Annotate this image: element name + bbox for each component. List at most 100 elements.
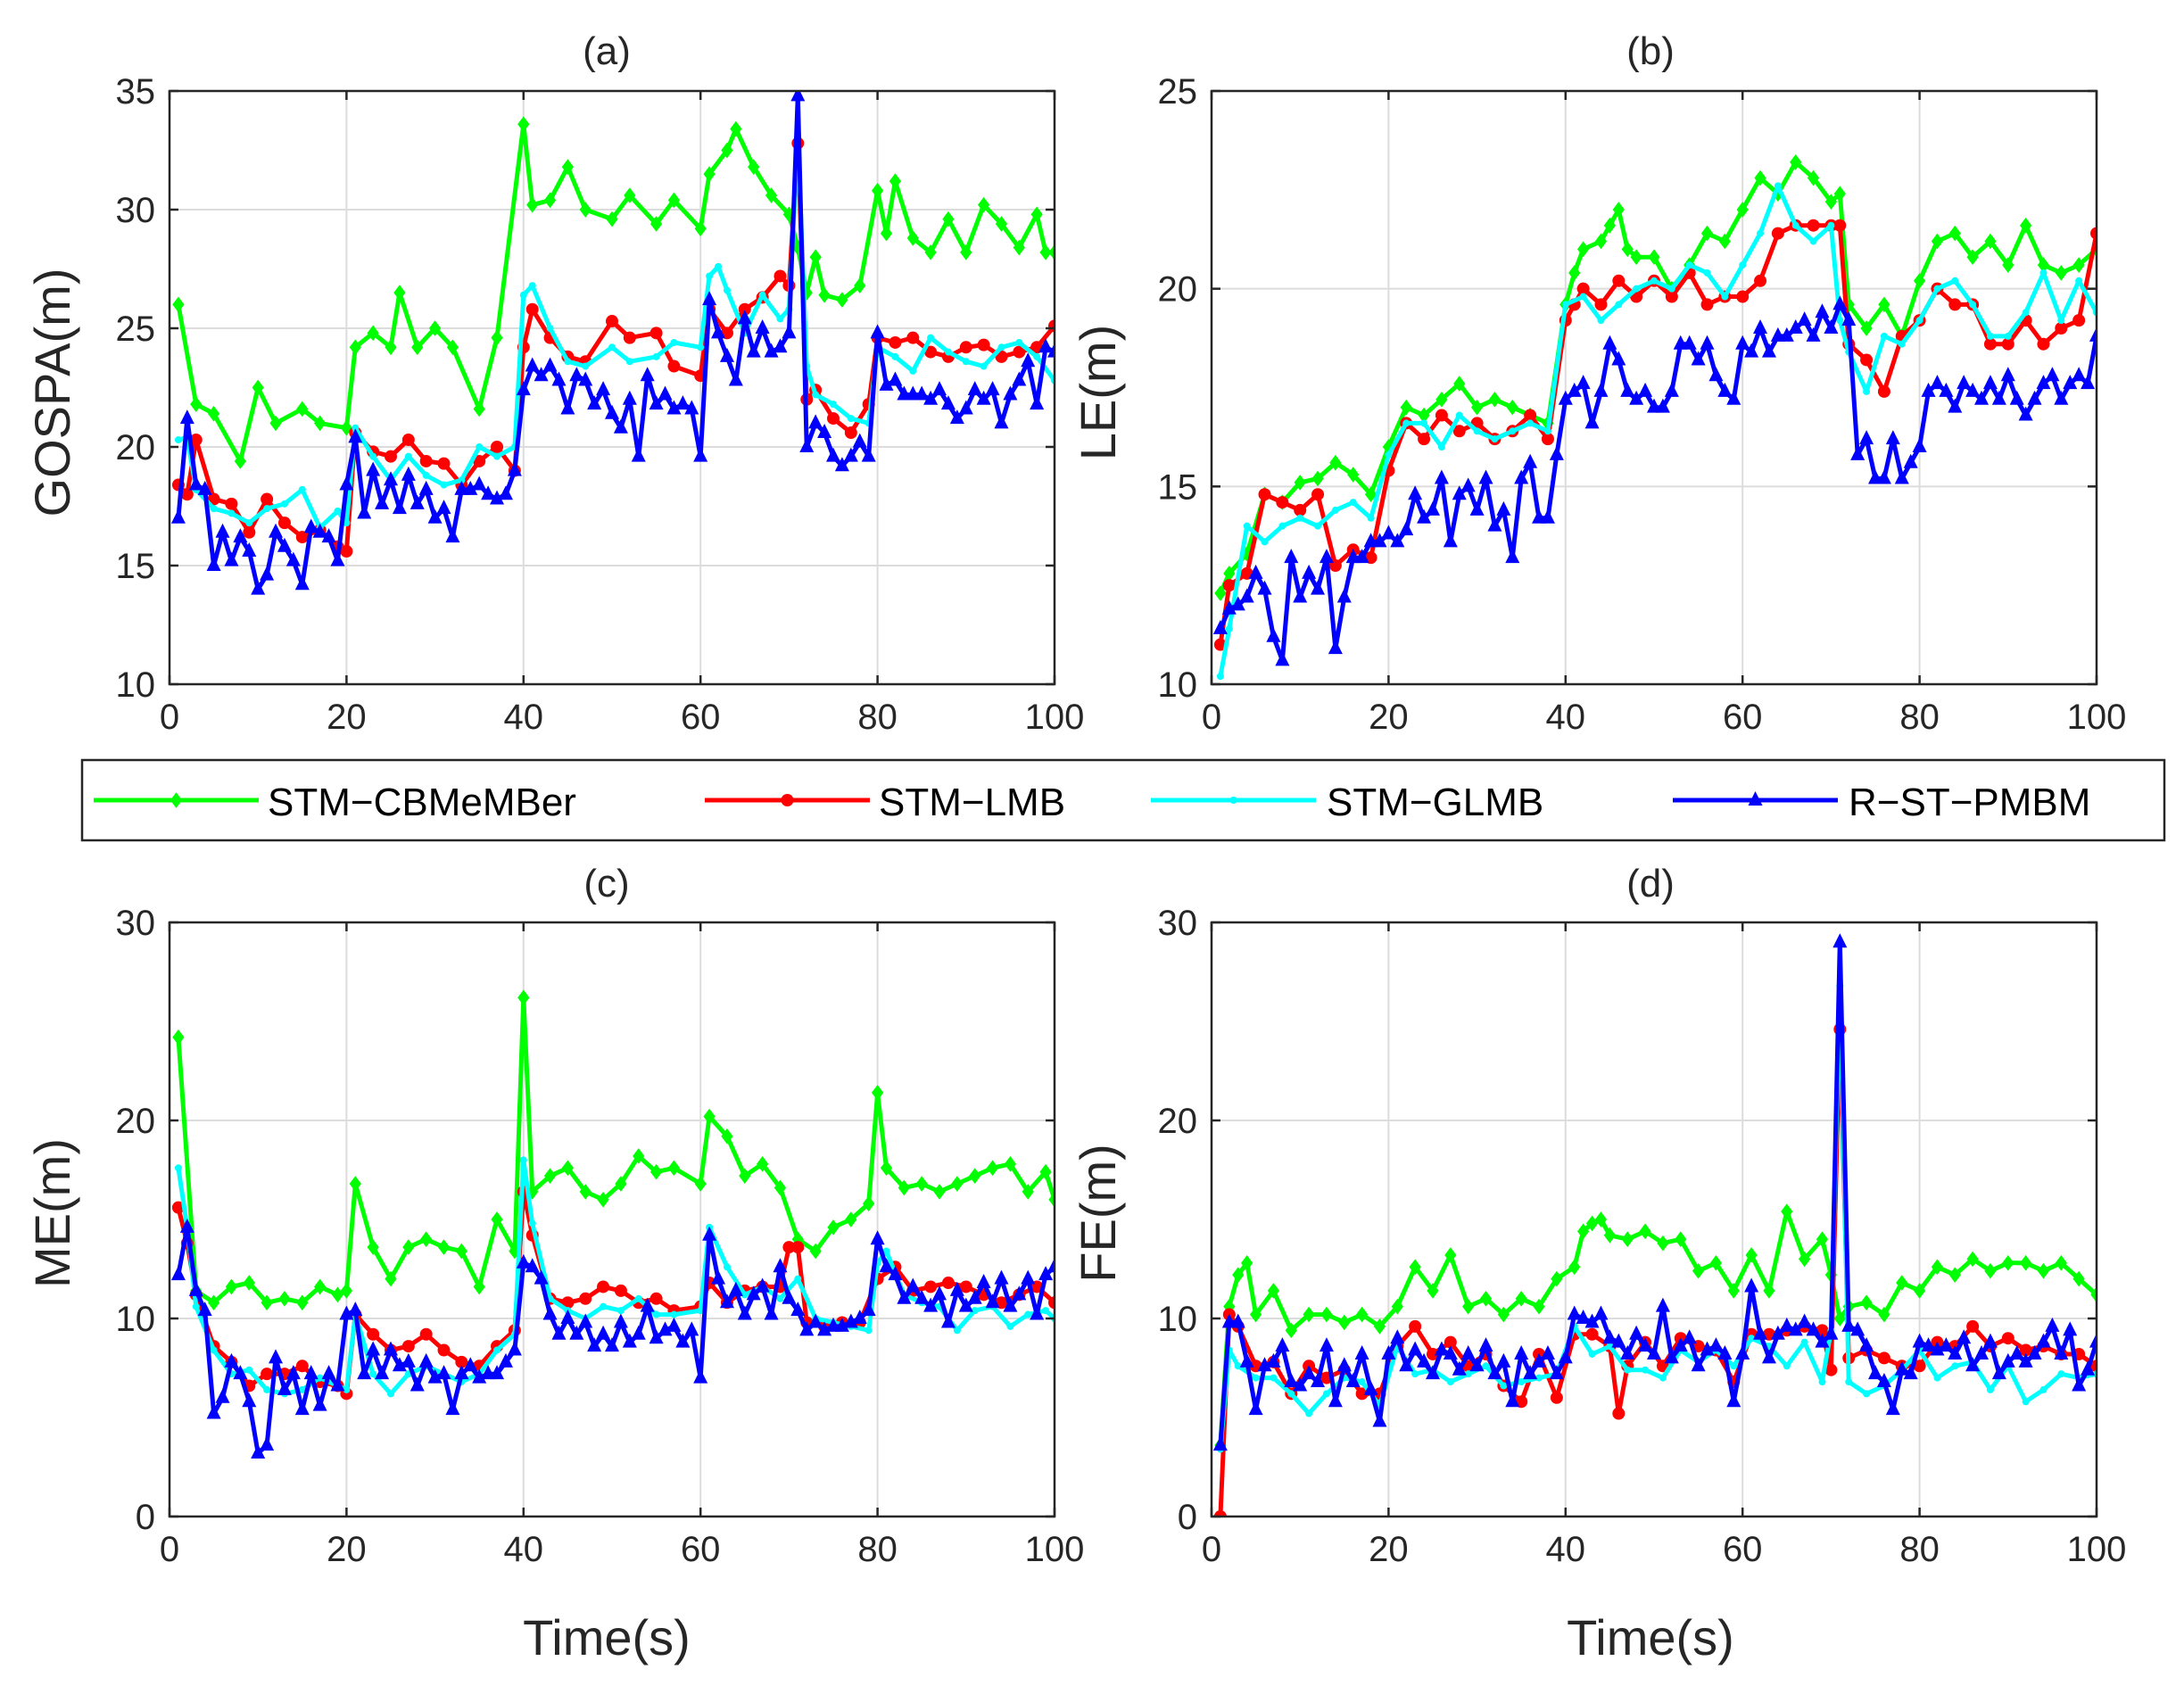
data-point [1311,580,1326,595]
data-point [1444,1247,1457,1263]
data-point [303,1365,318,1380]
data-point [1620,382,1635,397]
data-point [2090,227,2097,240]
data-point [339,475,354,491]
data-point [1267,1283,1280,1299]
data-point [1478,1337,1493,1352]
data-point [1700,1341,1715,1356]
data-point [606,315,618,328]
data-point [1667,285,1675,293]
data-point [923,390,939,405]
data-point [1390,1329,1405,1344]
data-point [596,381,611,396]
data-point [2037,1262,2050,1279]
y-tick-label: 30 [116,904,156,943]
data-point [1833,1310,1846,1326]
data-point [2036,375,2051,390]
data-point [551,1325,567,1340]
data-point [1621,241,1634,258]
data-point [1931,1259,1944,1276]
x-tick-label: 60 [681,1530,721,1569]
data-point [1983,337,1997,351]
data-point [1611,1333,1626,1348]
data-point [897,1289,912,1304]
data-point [526,196,539,213]
data-point [436,1365,451,1380]
data-point [243,1275,255,1291]
data-point [1460,1344,1476,1360]
data-point [1931,233,1944,250]
data-point [2081,375,2096,390]
data-point [790,91,806,102]
data-point [493,452,501,460]
data-point [882,1247,890,1255]
data-point [1657,1235,1669,1252]
x-tick-label: 60 [1723,698,1763,737]
data-point [321,528,336,543]
data-point [578,1313,593,1328]
data-point [418,1352,434,1368]
data-point [1296,514,1304,522]
data-point [1779,326,1794,342]
data-point [1903,453,1918,468]
data-point [737,310,752,325]
data-point [1444,1335,1457,1349]
y-tick-label: 20 [116,1102,156,1141]
data-point [454,1365,469,1380]
data-point [1355,1387,1369,1401]
data-point [1948,1344,1963,1360]
data-point [1303,1306,1315,1323]
data-point [463,480,478,495]
x-tick-label: 20 [1369,698,1409,737]
data-point [2022,309,2030,317]
data-point [782,1241,796,1254]
data-point [667,360,681,373]
data-point [2081,1360,2096,1376]
data-point [491,1211,503,1227]
data-point [261,492,274,506]
data-point [1664,382,1679,397]
data-point [960,244,972,260]
data-point [1876,1373,1891,1388]
data-point [316,1374,324,1382]
data-point [2027,1344,2042,1360]
data-point [737,1305,752,1320]
data-point [277,1380,292,1395]
data-point [666,1317,682,1332]
data-point [1248,1401,1263,1416]
y-tick-label: 25 [116,310,156,349]
data-point [1399,521,1414,536]
data-point [1372,533,1387,548]
data-point [817,1321,832,1336]
data-point [1655,1297,1670,1312]
data-point [2072,314,2086,327]
data-point [1452,1360,1467,1376]
data-point [1402,419,1410,427]
y-tick-label: 10 [1158,1300,1198,1339]
data-point [2057,317,2065,325]
data-point [1692,1262,1705,1279]
data-point [1863,1390,1871,1398]
data-point [834,457,849,472]
data-point [1258,488,1271,501]
data-point [1638,1337,1653,1352]
data-point [906,1277,921,1293]
data-point [1048,244,1055,260]
data-point [1930,375,1945,390]
data-point [542,357,558,372]
data-point [1878,296,1890,313]
data-point [649,1329,664,1344]
data-point [995,216,1008,232]
data-point [1638,382,1653,397]
data-point [1700,335,1715,350]
data-point [794,1275,802,1283]
data-point [1311,488,1325,501]
data-point [1216,673,1224,681]
data-point [472,1368,487,1384]
data-point [746,1285,761,1301]
data-point [401,434,415,447]
data-point [516,1253,531,1269]
data-point [684,1321,699,1336]
data-point [455,1355,468,1368]
data-point [694,220,707,237]
